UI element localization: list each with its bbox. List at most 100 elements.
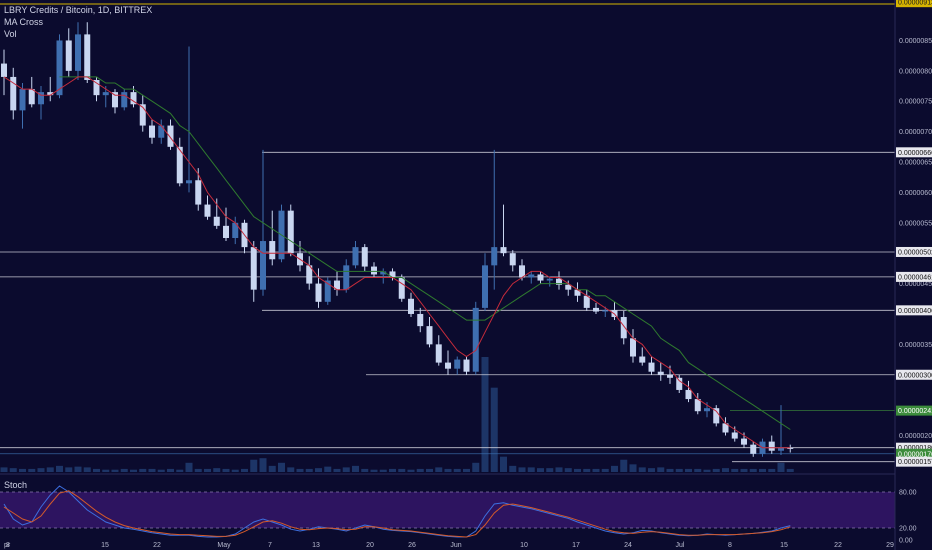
volume-bar: [675, 468, 683, 472]
x-tick-label: 7: [268, 542, 272, 549]
volume-bar: [527, 467, 535, 472]
volume-bar: [120, 468, 128, 472]
volume-bar: [666, 468, 674, 472]
candle-body: [408, 298, 414, 314]
volume-bar: [111, 469, 119, 472]
top-price-tag: 0.00000913: [898, 0, 932, 7]
volume-bar: [379, 469, 387, 472]
volume-bar: [592, 468, 600, 472]
candle-body: [176, 146, 183, 184]
volume-bar: [352, 465, 359, 472]
candle-body: [741, 438, 747, 445]
volume-bar: [102, 469, 110, 472]
volume-bar: [19, 468, 26, 472]
price-level-tag-bg: [896, 456, 932, 467]
candle-body: [167, 125, 174, 147]
volume-bar: [453, 468, 461, 472]
volume-bar: [74, 466, 82, 472]
stoch-tick-label: 80.00: [899, 490, 917, 497]
volume-bar: [278, 462, 285, 472]
volume-bar: [139, 468, 147, 472]
price-level-tag-bg: [896, 305, 932, 316]
candle-body: [75, 34, 81, 71]
candle-body: [38, 92, 44, 105]
volume-bar: [9, 468, 17, 472]
volume-bar: [342, 467, 350, 472]
symbol-title: LBRY Credits / Bitcoin, 1D, BITTREX: [4, 5, 153, 15]
volume-bar: [759, 468, 766, 472]
candle-body: [482, 265, 488, 308]
candle-body: [676, 377, 683, 390]
volume-bar: [426, 468, 433, 472]
x-tick-label: May: [217, 542, 231, 549]
candle-body: [574, 289, 581, 296]
volume-bar: [231, 469, 239, 472]
candle-body: [445, 362, 451, 369]
volume-bar: [629, 464, 637, 472]
x-tick-label: 20: [366, 542, 374, 549]
volume-bar: [657, 467, 665, 472]
candle-body: [371, 266, 377, 275]
x-tick-label: 13: [312, 542, 320, 549]
price-level-tag-bg: [896, 405, 932, 416]
price-level-tag: 0.00000180: [898, 445, 932, 452]
candle-body: [158, 125, 165, 138]
volume-bar: [37, 468, 45, 472]
candle-body: [648, 362, 655, 372]
candle-body: [565, 284, 572, 290]
candle-body: [472, 307, 479, 372]
volume-bar: [500, 456, 507, 472]
candle-body: [602, 310, 609, 312]
x-tick-label: 22: [153, 542, 161, 549]
x-tick-label: 29: [886, 542, 894, 549]
candle-body: [704, 408, 710, 412]
candle-body: [287, 210, 294, 254]
candle-body: [1, 63, 7, 77]
x-tick-label: 22: [834, 542, 842, 549]
volume-bar: [648, 468, 655, 472]
candle-body: [639, 356, 646, 363]
volume-bar: [518, 467, 526, 472]
x-tick-label: Jul: [676, 542, 685, 549]
ma-fast-line: [3, 76, 791, 449]
volume-bar: [537, 468, 544, 472]
candle-body: [186, 180, 192, 184]
volume-bar: [222, 468, 230, 472]
volume-bar: [333, 468, 341, 472]
candle-body: [694, 399, 701, 412]
volume-bar: [148, 468, 156, 472]
volume-bar: [389, 468, 396, 472]
candle-body: [537, 274, 544, 281]
price-level-tag: 0.00000666: [898, 150, 932, 157]
candle-body: [778, 447, 784, 451]
price-level-tag-bg: [896, 147, 932, 158]
volume-bar: [490, 387, 498, 472]
price-level-tag-bg: [896, 246, 932, 257]
price-level-tag-bg: [896, 369, 932, 380]
price-level-tag-bg: [896, 442, 932, 453]
price-level-tag: 0.00000502: [898, 249, 932, 256]
volume-bar: [315, 468, 322, 472]
candle-body: [426, 326, 433, 345]
price-level-tag-bg: [896, 271, 932, 282]
candle-body: [519, 265, 525, 278]
volume-bar: [435, 467, 443, 472]
candle-body: [139, 104, 146, 126]
volume-bar: [509, 465, 517, 472]
volume-bar: [463, 468, 470, 472]
stoch-tick-label: 20.00: [899, 526, 917, 533]
candle-body: [324, 280, 331, 302]
volume-bar: [324, 466, 332, 472]
candle-body: [19, 89, 26, 111]
candle-body: [546, 278, 553, 281]
candle-body: [10, 76, 17, 111]
volume-bar: [287, 467, 295, 472]
